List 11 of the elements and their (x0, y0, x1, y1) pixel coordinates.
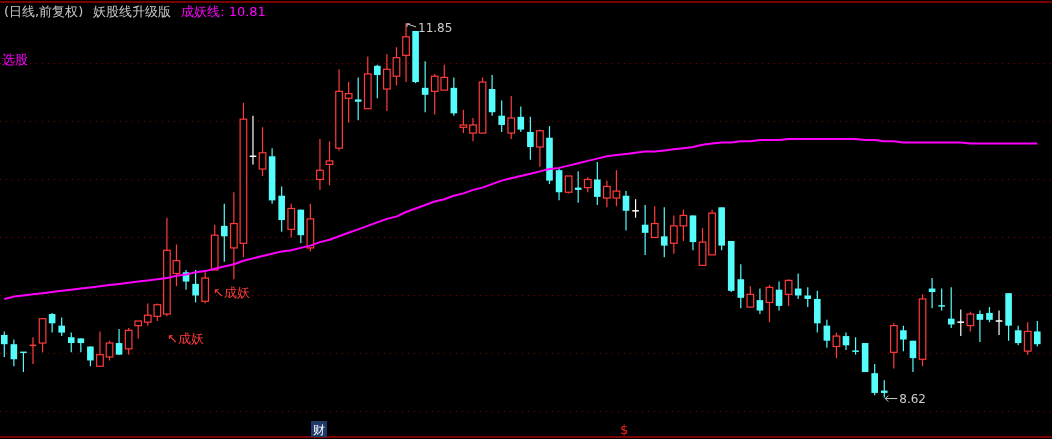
text: 成妖线: (181, 4, 225, 19)
annotation: 11.85 (418, 20, 453, 35)
annotation: 选股 (2, 52, 28, 67)
annotation: ↖成妖 (213, 285, 250, 300)
chart-title: (日线,前复权) (4, 4, 84, 19)
annotation: 10.81 (228, 4, 266, 19)
annotation: ↖成妖 (167, 331, 204, 346)
annotation: $ (620, 422, 629, 437)
annotation: 8.62 (899, 391, 926, 406)
annotation: 财 (313, 423, 325, 437)
chart-subtitle: 妖股线升级版 (93, 4, 172, 19)
